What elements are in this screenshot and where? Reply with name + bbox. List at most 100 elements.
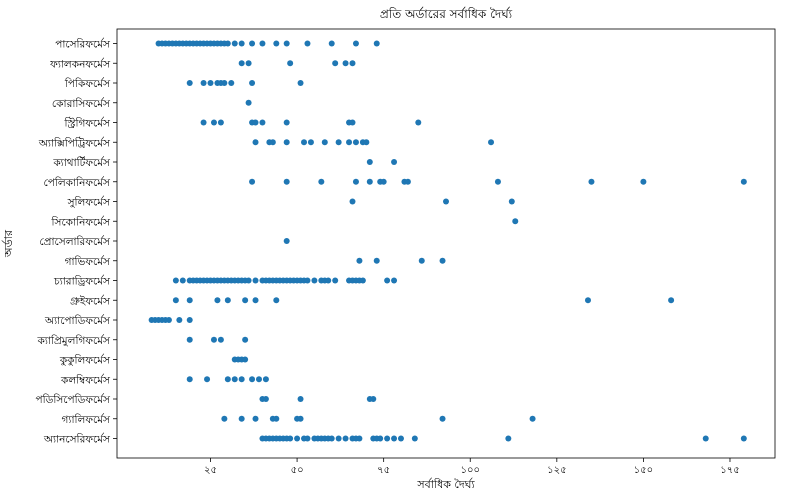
data-point — [259, 40, 266, 47]
y-tick-label: ক্যাপ্রিমুলগিফর্মেস — [37, 334, 112, 347]
data-point — [252, 139, 259, 146]
data-point — [224, 40, 231, 47]
y-tick-label: পাসেরিফর্মেস — [55, 38, 111, 51]
chart-title: প্রতি অর্ডারের সর্বাধিক দৈর্ঘ্য — [380, 7, 513, 21]
data-point — [259, 119, 266, 126]
data-point — [224, 297, 231, 304]
data-point — [384, 435, 391, 442]
y-axis-label: অর্ডার — [2, 229, 15, 258]
data-point — [207, 80, 214, 86]
data-point — [273, 297, 280, 304]
data-point — [370, 396, 377, 402]
y-tick-label: পডিসিপেডিফর্মেস — [35, 393, 111, 406]
x-tick-label: ৫০ — [291, 465, 304, 476]
data-point — [210, 119, 217, 126]
data-point — [335, 139, 342, 146]
data-point — [366, 159, 373, 165]
data-point — [269, 139, 276, 146]
data-point — [255, 376, 262, 383]
data-point — [283, 238, 290, 244]
data-point — [249, 40, 256, 47]
data-point — [363, 139, 370, 146]
data-point — [418, 257, 425, 264]
data-point — [238, 376, 245, 383]
data-point — [505, 435, 512, 442]
y-axis-ticks: পাসেরিফর্মেস ফ্যালকনফর্মেস পিকিফর্মেস কোরাস… — [35, 38, 117, 446]
data-point — [373, 40, 380, 47]
data-point — [165, 317, 172, 323]
data-point — [346, 139, 353, 146]
y-tick-label: কোরাসিফর্মেস — [52, 97, 111, 110]
data-point — [328, 435, 335, 442]
data-point — [352, 139, 359, 146]
x-tick-label: ২৫ — [204, 465, 217, 476]
y-tick-label: অ্যাপোডিফর্মেস — [44, 314, 111, 327]
data-point — [443, 198, 449, 205]
data-point — [328, 40, 335, 47]
data-point — [335, 435, 342, 442]
data-point — [359, 277, 366, 284]
data-point — [415, 119, 422, 126]
data-point — [318, 178, 325, 185]
data-point — [640, 178, 647, 185]
data-point — [342, 435, 349, 442]
data-point — [221, 80, 228, 86]
data-point — [307, 139, 314, 146]
y-tick-label: কুকুলিফর্মেস — [59, 354, 111, 367]
data-points — [148, 40, 747, 442]
plot-frame — [116, 28, 776, 459]
x-axis-label: সর্বাধিক দৈর্ঘ্য — [416, 478, 475, 491]
data-point — [397, 435, 404, 442]
data-point — [179, 277, 186, 284]
data-point — [186, 80, 193, 86]
data-point — [245, 99, 252, 106]
data-point — [186, 297, 193, 304]
data-point — [380, 178, 387, 185]
data-point — [349, 60, 356, 67]
data-point — [252, 277, 259, 284]
data-point — [273, 40, 280, 47]
data-point — [186, 376, 193, 383]
x-tick-label: ১২৫ — [547, 465, 566, 476]
y-tick-label: প্রোসেলারিফর্মেস — [39, 235, 111, 248]
data-point — [287, 435, 294, 442]
data-point — [342, 60, 349, 67]
data-point — [304, 435, 311, 442]
y-tick-label: গ্যালিফর্মেস — [62, 413, 112, 426]
data-point — [349, 198, 356, 205]
data-point — [297, 80, 304, 86]
data-point — [228, 80, 235, 86]
data-point — [373, 257, 380, 264]
data-point — [391, 277, 398, 284]
data-point — [252, 297, 259, 304]
x-tick-label: ১০০ — [460, 465, 480, 476]
data-point — [221, 415, 228, 422]
data-point — [349, 119, 356, 126]
data-point — [186, 317, 193, 323]
data-point — [283, 40, 290, 47]
data-point — [356, 257, 363, 264]
data-point — [384, 277, 391, 284]
data-point — [287, 60, 294, 67]
data-point — [356, 435, 363, 442]
data-point — [377, 435, 384, 442]
data-point — [262, 376, 269, 383]
data-point — [332, 60, 339, 67]
x-tick-label: ১৭৫ — [720, 465, 739, 476]
x-tick-label: ১৫০ — [634, 465, 653, 476]
y-tick-label: পিকিফর্মেস — [64, 77, 111, 90]
data-point — [242, 356, 249, 363]
data-point — [304, 277, 311, 284]
y-tick-label: স্ট্রিগিফর্মেস — [63, 117, 111, 130]
data-point — [238, 60, 245, 67]
data-point — [200, 119, 207, 126]
data-point — [242, 336, 249, 343]
data-point — [311, 277, 318, 284]
data-point — [740, 435, 747, 442]
data-point — [283, 178, 290, 185]
data-point — [304, 40, 311, 47]
data-point — [176, 317, 183, 323]
y-tick-label: চ্যারাড্রিফর্মেস — [53, 275, 111, 288]
data-point — [231, 376, 238, 383]
